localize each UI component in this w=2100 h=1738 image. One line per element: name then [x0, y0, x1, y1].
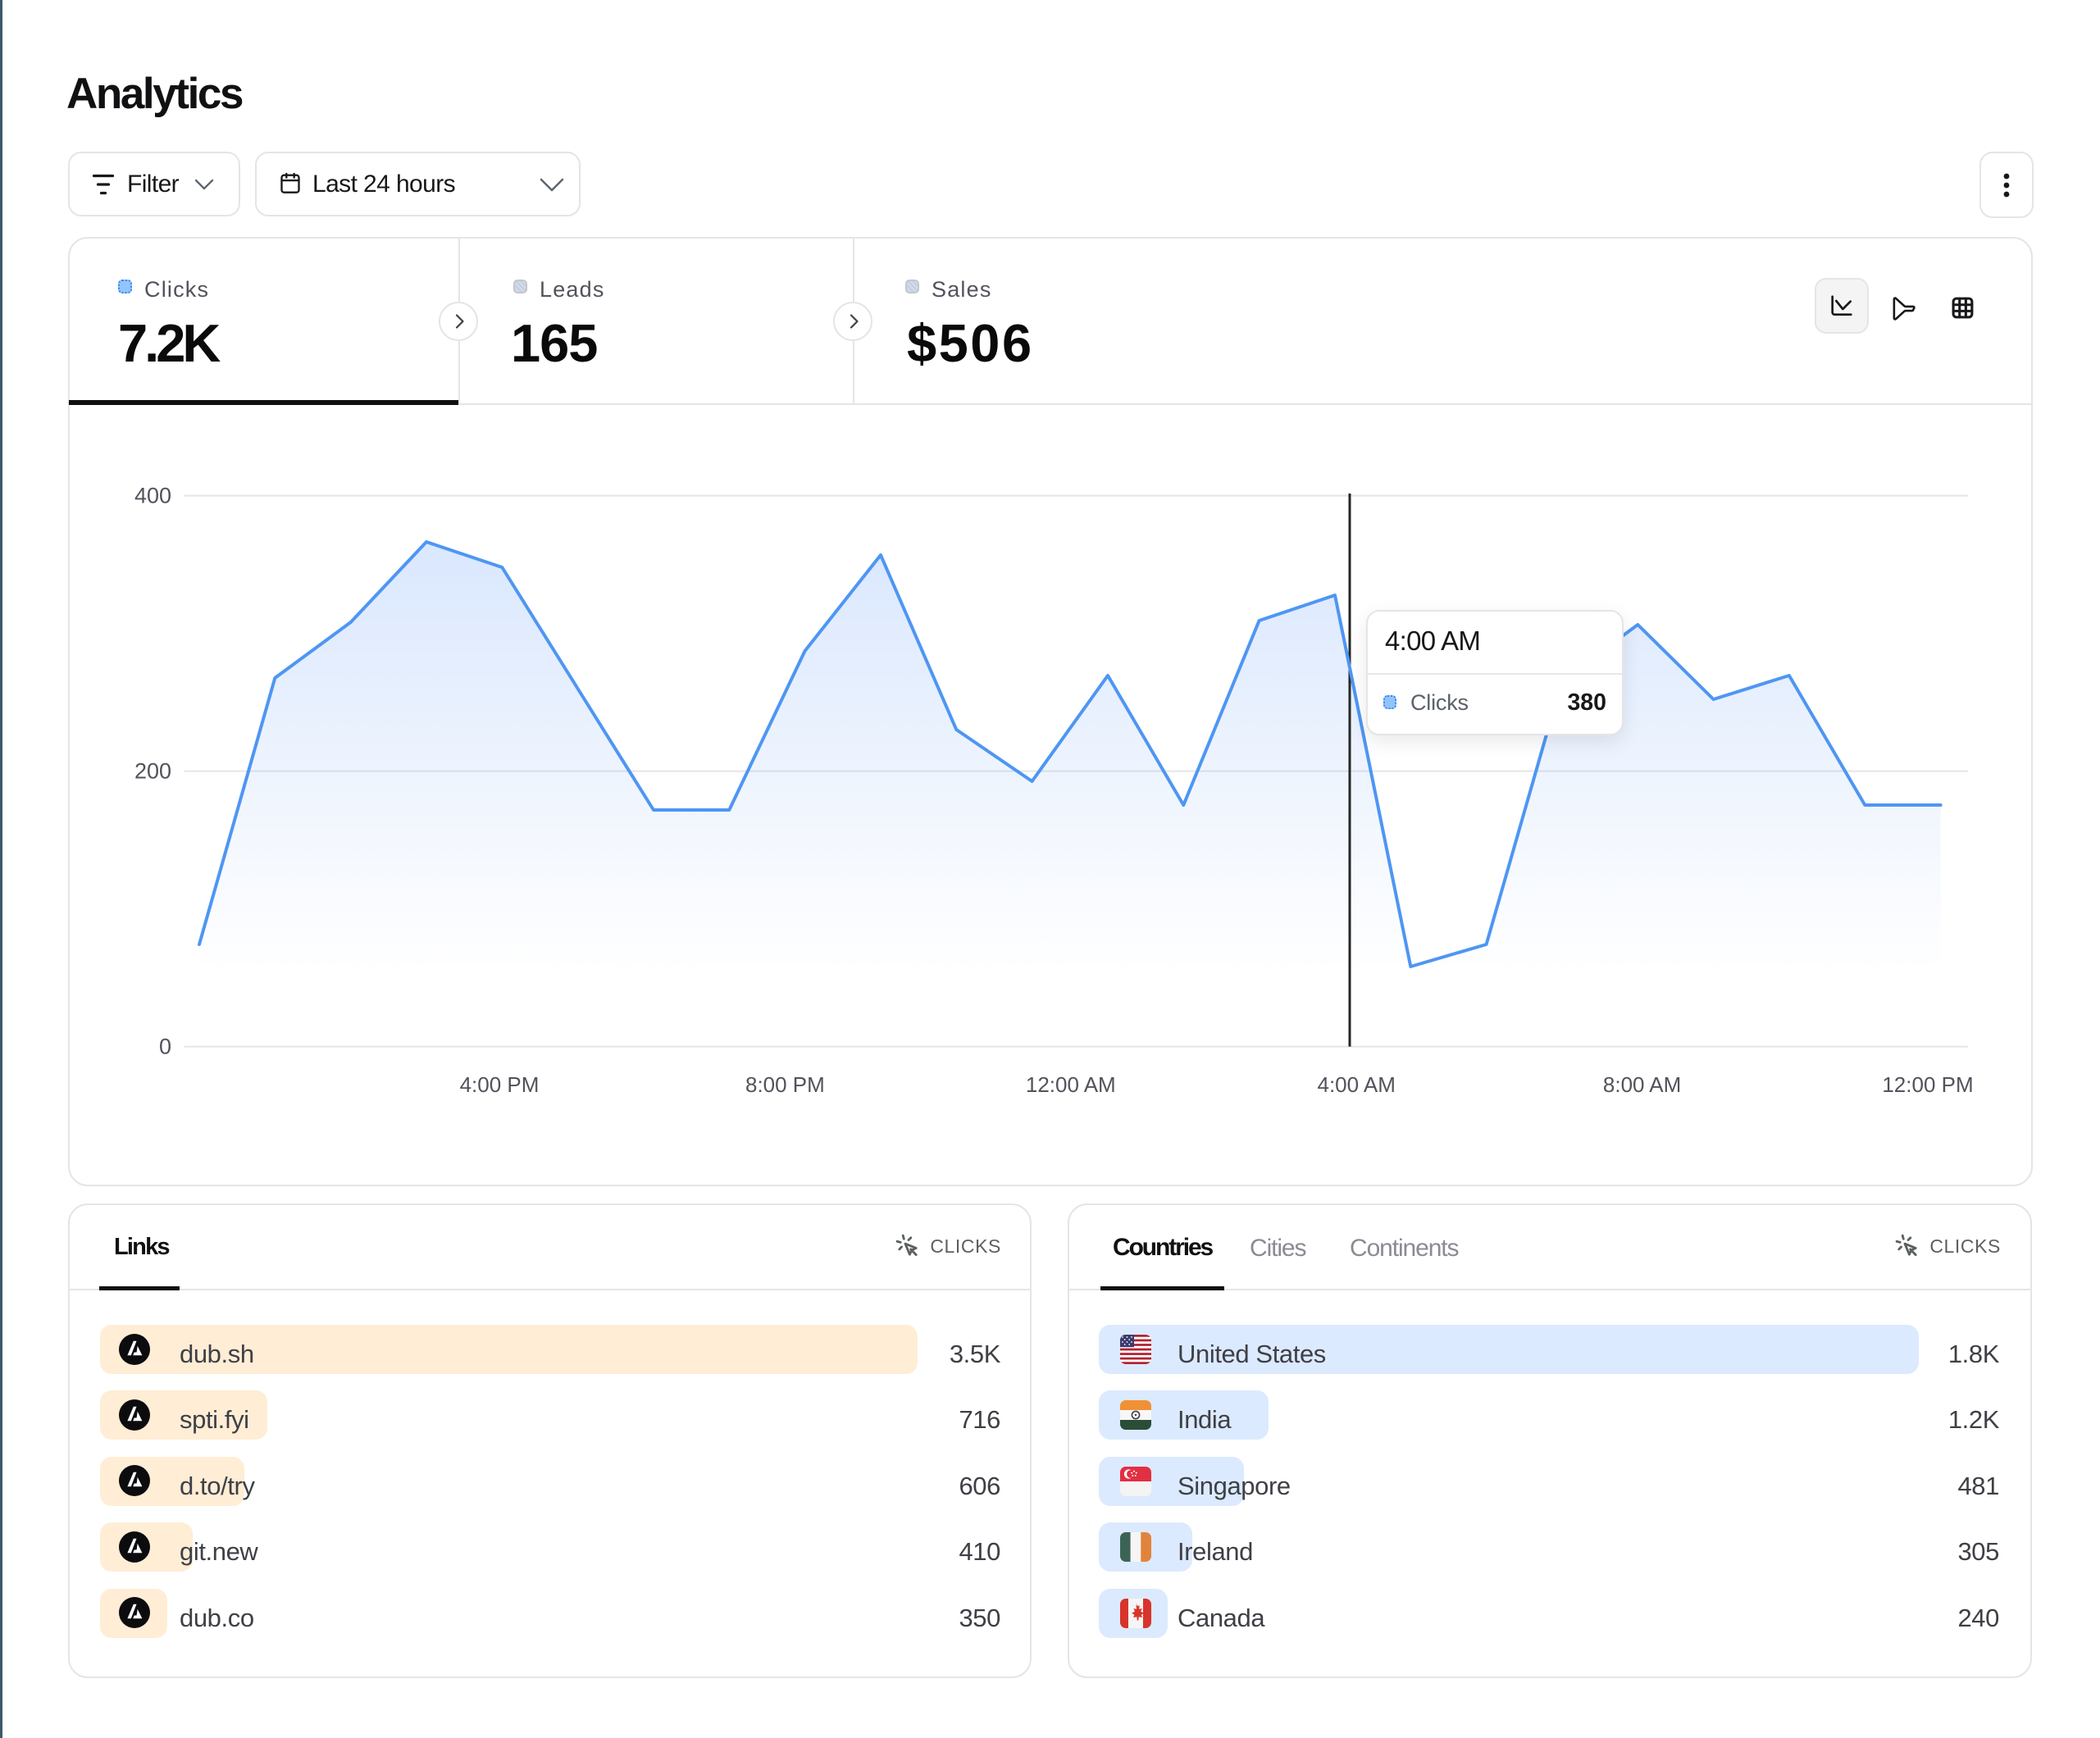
svg-text:0: 0	[159, 1035, 171, 1059]
svg-text:8:00 AM: 8:00 AM	[1603, 1072, 1681, 1097]
svg-text:8:00 PM: 8:00 PM	[745, 1072, 825, 1097]
svg-text:4:00 AM: 4:00 AM	[1317, 1072, 1395, 1097]
svg-text:4:00 PM: 4:00 PM	[460, 1072, 540, 1097]
svg-text:12:00 PM: 12:00 PM	[1882, 1072, 1973, 1097]
svg-text:400: 400	[134, 484, 171, 508]
svg-text:200: 200	[134, 759, 171, 784]
svg-text:12:00 AM: 12:00 AM	[1026, 1072, 1116, 1097]
